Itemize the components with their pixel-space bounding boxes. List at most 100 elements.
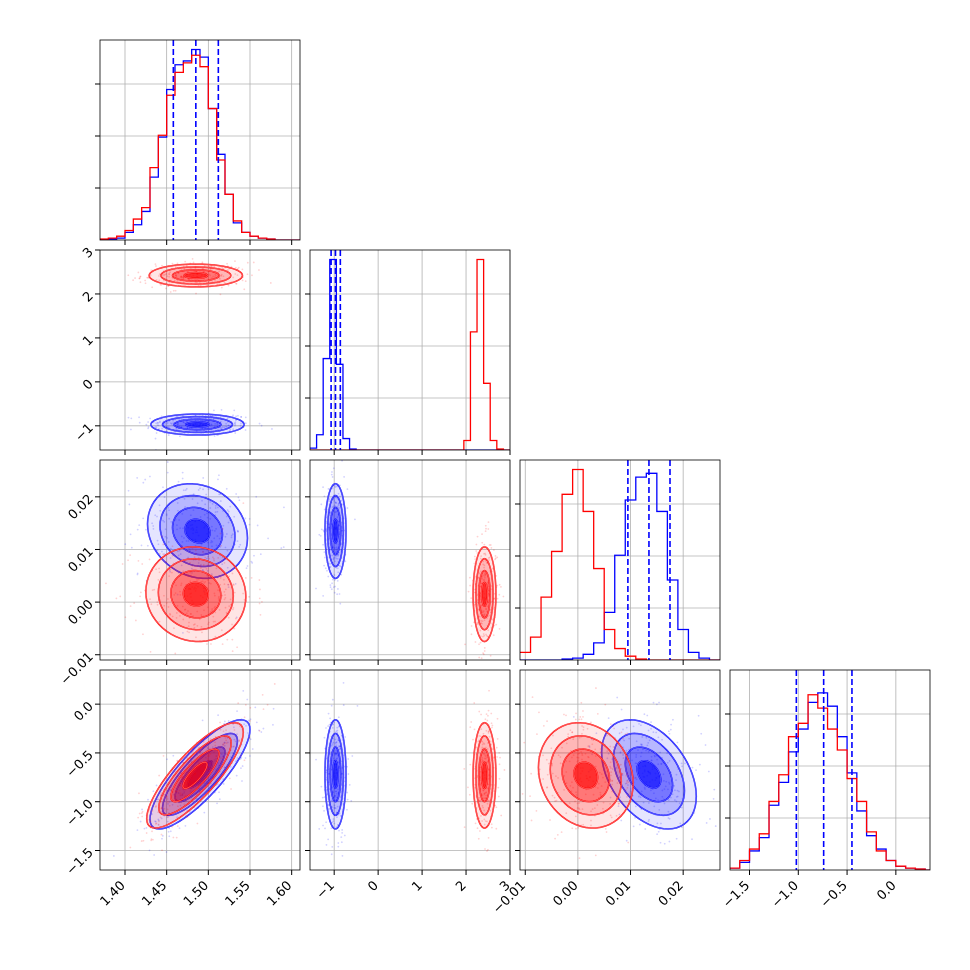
red-sample-point — [485, 729, 488, 732]
blue-sample-point — [340, 841, 343, 844]
blue-sample-point — [205, 426, 208, 429]
blue-sample-point — [253, 554, 255, 557]
blue-sample-point — [691, 838, 693, 841]
red-sample-point — [129, 846, 132, 849]
red-sample-point — [480, 784, 482, 787]
red-sample-point — [619, 767, 622, 770]
blue-sample-point — [650, 789, 652, 792]
red-sample-point — [484, 746, 487, 749]
red-sample-point — [485, 713, 488, 715]
red-sample-point — [182, 809, 185, 812]
blue-sample-point — [346, 791, 349, 794]
blue-sample-point — [337, 520, 340, 523]
red-sample-point — [483, 752, 486, 755]
blue-sample-point — [335, 548, 338, 551]
red-sample-point — [222, 730, 225, 733]
red-sample-point — [163, 604, 166, 607]
blue-sample-point — [346, 488, 349, 491]
red-sample-point — [578, 808, 581, 811]
blue-sample-point — [667, 799, 670, 801]
blue-contour-highlight — [185, 421, 210, 428]
red-sample-point — [195, 292, 197, 295]
blue-sample-point — [241, 780, 243, 782]
red-sample-point — [486, 719, 489, 722]
blue-sample-point — [181, 794, 184, 796]
red-sample-point — [251, 274, 253, 277]
blue-sample-point — [211, 545, 213, 548]
red-sample-point — [609, 785, 612, 788]
blue-sample-point — [207, 747, 209, 750]
blue-sample-point — [673, 784, 676, 787]
blue-sample-point — [206, 557, 208, 560]
histogram-content — [100, 40, 300, 240]
red-sample-point — [590, 721, 592, 724]
red-sample-point — [488, 614, 490, 617]
blue-sample-point — [337, 504, 340, 507]
blue-sample-point — [639, 796, 642, 799]
panel-frame — [99, 249, 301, 451]
red-sample-point — [487, 742, 489, 744]
blue-sample-point — [332, 586, 335, 589]
red-sample-point — [479, 800, 481, 803]
red-sample-point — [482, 611, 484, 614]
red-sample-point — [182, 277, 185, 279]
red-sample-point — [232, 608, 234, 611]
red-sample-point — [550, 747, 553, 750]
red-sample-point — [243, 759, 246, 762]
blue-sample-point — [351, 755, 354, 757]
blue-sample-point — [190, 427, 193, 429]
blue-contour-highlight — [327, 495, 344, 567]
blue-sample-point — [337, 571, 340, 574]
red-sample-point — [186, 757, 189, 760]
blue-sample-point — [161, 427, 164, 430]
red-sample-point — [536, 733, 538, 736]
red-contour-highlight — [475, 735, 494, 816]
red-sample-point — [192, 765, 195, 767]
red-sample-point — [141, 563, 144, 565]
blue-sample-point — [218, 537, 221, 540]
blue-sample-point — [661, 738, 663, 741]
red-sample-point — [181, 776, 183, 779]
blue-sample-point — [205, 493, 208, 496]
blue-sample-point — [174, 518, 177, 521]
red-sample-point — [180, 545, 183, 547]
red-sample-point — [565, 760, 567, 763]
blue-sample-point — [329, 584, 332, 586]
blue-sample-point — [130, 546, 133, 549]
blue-sample-point — [325, 727, 327, 729]
blue-sample-point — [332, 546, 335, 549]
red-sample-point — [477, 576, 480, 579]
blue-sample-point — [182, 788, 185, 791]
red-contour-highlight — [158, 558, 234, 630]
red-sample-point — [139, 276, 142, 278]
blue-sample-point — [208, 582, 211, 584]
red-sample-point — [177, 775, 179, 778]
blue-sample-point — [635, 740, 638, 743]
red-sample-point — [626, 795, 628, 798]
red-sample-point — [138, 277, 141, 280]
red-sample-point — [495, 623, 498, 626]
red-sample-point — [470, 721, 473, 723]
red-sample-point — [181, 775, 184, 778]
blue-sample-point — [668, 840, 671, 843]
red-sample-point — [223, 766, 226, 769]
blue-sample-point — [244, 422, 247, 425]
red-sample-point — [629, 792, 632, 794]
blue-sample-point — [283, 506, 285, 509]
blue-sample-point — [202, 488, 204, 491]
blue-sample-point — [341, 831, 344, 834]
blue-sample-point — [211, 746, 214, 749]
x-tick-label: 0.00 — [551, 878, 582, 909]
blue-sample-point — [675, 795, 678, 798]
blue-sample-point — [152, 527, 155, 530]
red-sample-point — [486, 760, 489, 763]
red-sample-point — [568, 760, 571, 763]
red-sample-point — [620, 800, 623, 803]
red-sample-point — [165, 602, 168, 604]
blue-sample-point — [331, 806, 334, 808]
red-sample-point — [212, 275, 215, 278]
red-sample-point — [570, 790, 573, 793]
blue-sample-point — [147, 798, 149, 801]
red-sample-point — [513, 734, 515, 736]
